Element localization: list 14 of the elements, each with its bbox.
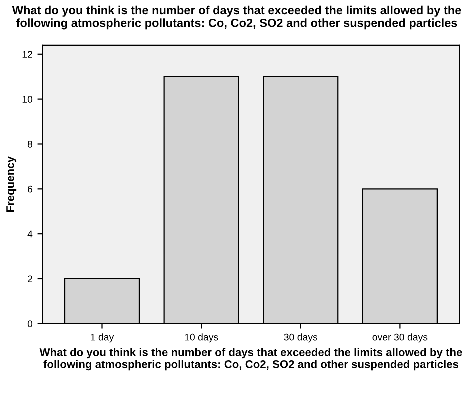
x-tick-label: over 30 days: [372, 334, 428, 343]
y-tick-label: 12: [22, 51, 32, 58]
y-tick-label: 4: [28, 230, 33, 238]
x-axis-title: What do you think is the number of days that exceeded the limits allowed by the following atmospheric pollutants: Co, Co2, SO2 and other suspended particles: [40, 348, 462, 371]
y-tick-label: 2: [28, 276, 32, 283]
x-tick-label: 1 day: [91, 334, 114, 343]
x-tick-label: 30 days: [284, 334, 318, 343]
y-tick-label: 6: [28, 186, 33, 193]
y-axis-title: Frequency: [6, 156, 17, 212]
y-tick-label: 10: [22, 96, 33, 103]
y-tick-label: 8: [28, 140, 33, 148]
x-tick-label: 10 days: [185, 334, 218, 343]
y-tick-label: 0: [28, 320, 33, 328]
chart-title: What do you think is the number of days that exceeded the limits allowed by the following atmospheric pollutants: Co, Co2, SO2 and other suspended particles: [12, 6, 462, 30]
